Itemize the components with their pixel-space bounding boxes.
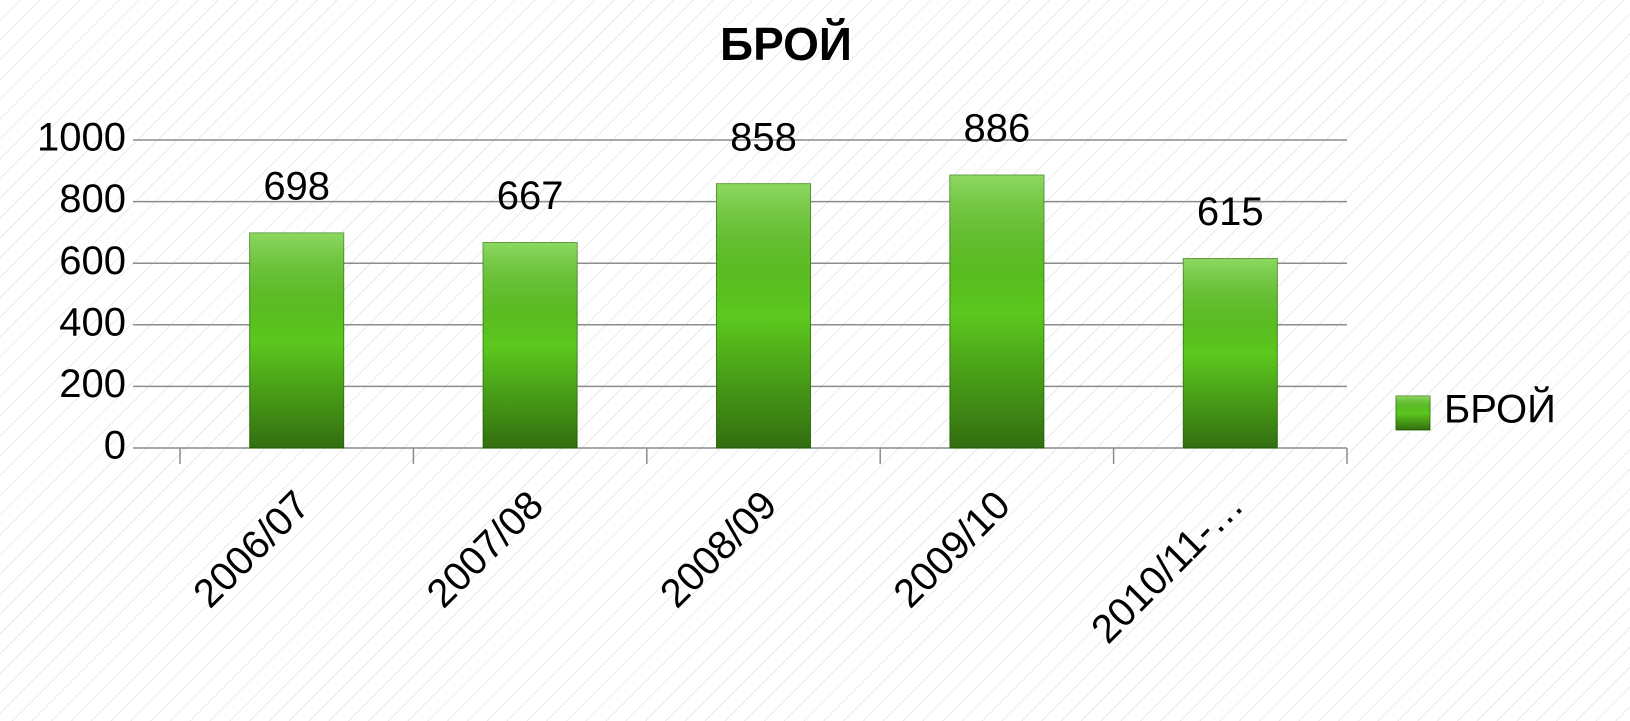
chart-title: БРОЙ — [720, 18, 852, 70]
data-label: 886 — [964, 107, 1031, 151]
y-tick-label: 200 — [59, 362, 126, 406]
legend-label: БРОЙ — [1444, 386, 1556, 432]
data-label: 667 — [497, 174, 564, 218]
bar-shade — [1183, 258, 1278, 448]
data-label: 858 — [730, 115, 797, 159]
y-tick-label: 800 — [59, 177, 126, 221]
data-label: 615 — [1197, 190, 1264, 234]
y-tick-label: 400 — [59, 300, 126, 344]
y-tick-label: 1000 — [37, 116, 126, 160]
legend-swatch-shade — [1396, 396, 1430, 430]
bar-shade — [249, 233, 344, 448]
data-label: 698 — [263, 165, 330, 209]
bar-shade — [949, 175, 1044, 448]
bar-shade — [483, 242, 578, 448]
y-tick-label: 600 — [59, 239, 126, 283]
y-tick-label: 0 — [104, 424, 126, 468]
bar-shade — [716, 183, 811, 448]
